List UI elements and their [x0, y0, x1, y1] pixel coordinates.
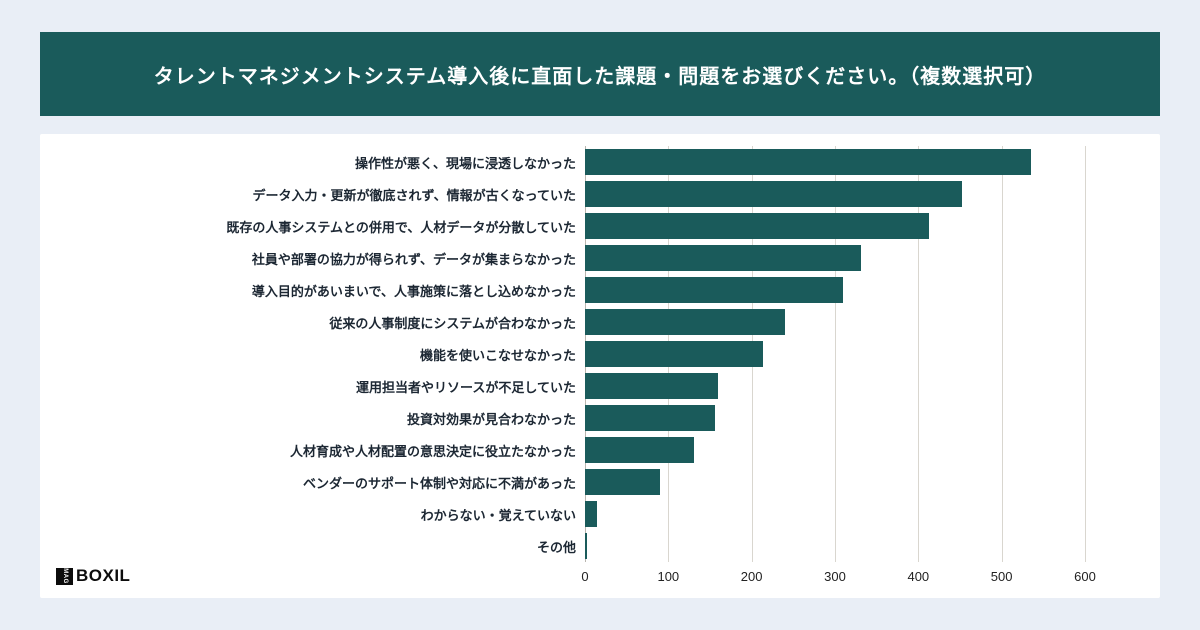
chart-row: データ入力・更新が徹底されず、情報が古くなっていた [40, 178, 1160, 210]
chart-rows: 操作性が悪く、現場に浸透しなかったデータ入力・更新が徹底されず、情報が古くなって… [40, 146, 1160, 562]
bar [585, 405, 715, 431]
category-label: 導入目的があいまいで、人事施策に落とし込めなかった [251, 283, 576, 299]
bar-track [585, 181, 1085, 207]
logo-brand-text: BOXIL [76, 566, 131, 585]
bar [585, 373, 719, 399]
chart-row: 従来の人事制度にシステムが合わなかった [40, 306, 1160, 338]
bar [585, 277, 844, 303]
bar-track [585, 245, 1085, 271]
bar-track [585, 149, 1085, 175]
chart-row: 機能を使いこなせなかった [40, 338, 1160, 370]
x-tick-label: 600 [1074, 569, 1096, 584]
x-axis: 0 100 200 300 400 500 600 [581, 566, 1095, 588]
chart-row: 既存の人事システムとの併用で、人材データが分散していた [40, 210, 1160, 242]
category-label: わからない・覚えていない [420, 507, 576, 523]
header-banner: タレントマネジメントシステム導入後に直面した課題・問題をお選びください。（複数選… [40, 32, 1160, 116]
chart-row: わからない・覚えていない [40, 498, 1160, 530]
bar [585, 149, 1031, 175]
boxil-logo: MAG BOXIL [56, 566, 130, 586]
category-label: 操作性が悪く、現場に浸透しなかった [354, 155, 576, 171]
category-label: 既存の人事システムとの併用で、人材データが分散していた [226, 219, 576, 235]
chart-row: 人材育成や人材配置の意思決定に役立たなかった [40, 434, 1160, 466]
chart-row: その他 [40, 530, 1160, 562]
bar [585, 437, 695, 463]
mag-icon: MAG [56, 567, 73, 585]
x-tick-label: 400 [907, 569, 930, 584]
bar-track [585, 501, 1085, 527]
chart-row: ベンダーのサポート体制や対応に不満があった [40, 466, 1160, 498]
chart-card: 操作性が悪く、現場に浸透しなかったデータ入力・更新が徹底されず、情報が古くなって… [40, 134, 1160, 598]
bar [585, 533, 587, 559]
category-label: 人材育成や人材配置の意思決定に役立たなかった [289, 443, 576, 459]
chart-row: 導入目的があいまいで、人事施策に落とし込めなかった [40, 274, 1160, 306]
category-label: その他 [536, 539, 576, 555]
bar-track [585, 469, 1085, 495]
page-title: タレントマネジメントシステム導入後に直面した課題・問題をお選びください。（複数選… [153, 65, 1047, 88]
category-label: 社員や部署の協力が得られず、データが集まらなかった [251, 251, 576, 267]
category-label: ベンダーのサポート体制や対応に不満があった [302, 475, 576, 491]
bar-chart: 操作性が悪く、現場に浸透しなかったデータ入力・更新が徹底されず、情報が古くなって… [40, 146, 1160, 562]
category-label: 運用担当者やリソースが不足していた [356, 379, 576, 395]
category-label: 投資対効果が見合わなかった [406, 411, 576, 427]
x-tick-label: 200 [740, 569, 763, 584]
chart-row: 運用担当者やリソースが不足していた [40, 370, 1160, 402]
bar-track [585, 405, 1085, 431]
bar [585, 181, 962, 207]
bar-track [585, 277, 1085, 303]
x-tick-label: 0 [581, 569, 589, 584]
bar [585, 341, 764, 367]
chart-row: 操作性が悪く、現場に浸透しなかった [40, 146, 1160, 178]
bar-track [585, 533, 1085, 559]
bar [585, 245, 861, 271]
bar-track [585, 373, 1085, 399]
x-tick-label: 500 [990, 569, 1013, 584]
bar-track [585, 341, 1085, 367]
bar-track [585, 213, 1085, 239]
category-label: データ入力・更新が徹底されず、情報が古くなっていた [252, 187, 576, 203]
bar [585, 469, 660, 495]
bar-track [585, 437, 1085, 463]
x-tick-label: 300 [824, 569, 846, 584]
x-tick-label: 100 [657, 569, 680, 584]
bar [585, 501, 597, 527]
bar [585, 213, 930, 239]
chart-row: 投資対効果が見合わなかった [40, 402, 1160, 434]
bar [585, 309, 785, 335]
chart-row: 社員や部署の協力が得られず、データが集まらなかった [40, 242, 1160, 274]
category-label: 機能を使いこなせなかった [419, 347, 576, 363]
category-label: 従来の人事制度にシステムが合わなかった [329, 315, 576, 331]
bar-track [585, 309, 1085, 335]
